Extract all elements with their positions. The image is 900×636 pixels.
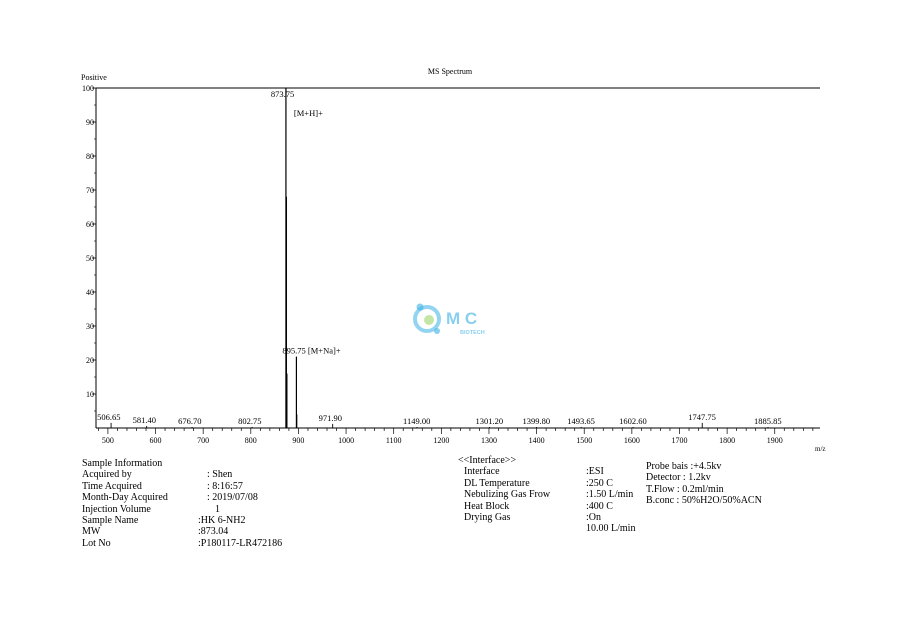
peak-label: 581.40 [133, 415, 156, 425]
sample-info-label: Month-Day Acquired [82, 492, 168, 504]
x-tick-label: 1800 [719, 436, 735, 445]
x-tick-label: 1000 [338, 436, 354, 445]
interface-row: Heat Block :400 C [458, 501, 648, 512]
x-tick-label: 1700 [671, 436, 687, 445]
y-tick-label: 10 [86, 390, 94, 399]
probe-row: Detector : 1.2kv [646, 472, 711, 484]
y-tick-label: 80 [86, 152, 94, 161]
y-tick-label: 30 [86, 322, 94, 331]
chart-title: MS Spectrum [428, 67, 473, 76]
sample-info-row: Injection Volume 1 [82, 504, 342, 515]
sample-info-row: Sample Name :HK 6-NH2 [82, 515, 342, 526]
sample-info-value: : 2019/07/08 [207, 492, 258, 504]
sample-info-value: :HK 6-NH2 [198, 514, 246, 526]
y-tick-label: 90 [86, 118, 94, 127]
interface-value: :On [586, 511, 601, 523]
sample-info-label: Sample Name [82, 514, 139, 526]
logo-ring-icon [413, 305, 441, 333]
sample-info-value: 1 [215, 503, 220, 515]
sample-info-row: Month-Day Acquired : 2019/07/08 [82, 492, 342, 503]
sample-info-value: :873.04 [198, 526, 229, 538]
interface-settings: <<Interface>> Interface :ESI DL Temperat… [458, 455, 648, 535]
x-tick-label: 1200 [433, 436, 449, 445]
y-tick-label: 100 [82, 84, 94, 93]
peak-label: 676.70 [178, 416, 201, 426]
sample-info-row: Acquired by : Shen [82, 469, 342, 480]
peak-label: 1885.85 [754, 416, 782, 426]
interface-label: Drying Gas [464, 511, 511, 523]
sample-info-label: Acquired by [82, 469, 132, 481]
interface-row: Interface :ESI [458, 466, 648, 477]
y-tick-label: 20 [86, 356, 94, 365]
x-tick-label: 700 [197, 436, 209, 445]
ms-spectrum-chart: MS Spectrum Positive 1020304050607080901… [81, 67, 826, 453]
peak-label: 1493.65 [567, 416, 595, 426]
interface-label: Interface [464, 466, 500, 478]
sample-info-row: Lot No :P180117-LR472186 [82, 538, 342, 549]
y-tick-label: 50 [86, 254, 94, 263]
axes: 10 20 30 40 50 60 70 80 90 100 500 600 700 800 900 1000… [82, 84, 820, 445]
sample-info-heading: Sample Information [82, 458, 163, 469]
interface-row: DL Temperature :250 C [458, 478, 648, 489]
interface-value: :ESI [586, 466, 604, 478]
y-tick-label: 60 [86, 220, 94, 229]
interface-value: :1.50 L/min [586, 489, 634, 501]
peak-annotation: [M+H]+ [294, 108, 323, 118]
y-tick-label: 70 [86, 186, 94, 195]
logo-subtext: BIOTECH [460, 330, 485, 336]
peak-labels: 506.65 581.40 676.70 802.75 873.75[M+H]+ 895.… [97, 89, 782, 426]
interface-label: Nebulizing Gas Frow [464, 489, 551, 501]
probe-row: B.conc : 50%H2O/50%ACN [646, 495, 762, 507]
sample-info-row: Time Acquired : 8:16:57 [82, 481, 342, 492]
peak-label: 971.90 [319, 413, 342, 423]
probe-settings: Probe bais :+4.5kv Detector : 1.2kv T.Fl… [646, 461, 806, 507]
peak-label: 1747.75 [688, 412, 716, 422]
interface-value: :250 C [586, 477, 613, 489]
x-axis-label: m/z [815, 445, 826, 453]
peak-label: 1399.80 [522, 416, 550, 426]
sample-info-label: Time Acquired [82, 480, 142, 492]
interface-heading: <<Interface>> [458, 455, 517, 466]
interface-value: 10.00 L/min [586, 523, 636, 535]
y-tick-label: 40 [86, 288, 94, 297]
x-tick-label: 600 [150, 436, 162, 445]
interface-row: Drying Gas :On [458, 512, 648, 523]
sample-information: Sample Information Acquired by : Shen Ti… [82, 458, 342, 549]
x-tick-label: 1400 [529, 436, 545, 445]
peak-label: 802.75 [238, 416, 261, 426]
x-tick-label: 1300 [481, 436, 497, 445]
sample-info-label: MW [82, 526, 101, 538]
peak-label: 1149.00 [403, 416, 430, 426]
interface-value: :400 C [586, 500, 613, 512]
x-tick-label: 500 [102, 436, 114, 445]
peak-label: 873.75 [271, 89, 294, 99]
interface-label: DL Temperature [464, 477, 530, 489]
interface-row: Nebulizing Gas Frow :1.50 L/min [458, 489, 648, 500]
probe-row: T.Flow : 0.2ml/min [646, 483, 724, 495]
interface-label: Heat Block [464, 500, 510, 512]
peak-label: 1602.60 [619, 416, 647, 426]
sample-info-value: : 8:16:57 [207, 480, 243, 492]
sample-info-value: :P180117-LR472186 [198, 537, 283, 549]
x-tick-label: 1500 [576, 436, 592, 445]
watermark-logo: M C BIOTECH [413, 303, 485, 336]
sample-info-label: Lot No [82, 537, 111, 549]
sample-info-label: Injection Volume [82, 503, 151, 515]
interface-row: 10.00 L/min [458, 523, 648, 534]
x-tick-label: 900 [292, 436, 304, 445]
x-tick-label: 800 [245, 436, 257, 445]
sample-info-row: MW :873.04 [82, 526, 342, 537]
x-tick-label: 1600 [624, 436, 640, 445]
probe-row: Probe bais :+4.5kv [646, 461, 722, 472]
spectrum-peaks [110, 88, 769, 428]
sample-info-value: : Shen [207, 469, 233, 481]
logo-text: M C [446, 309, 477, 328]
x-tick-label: 1100 [386, 436, 402, 445]
peak-label: 895.75 [M+Na]+ [282, 346, 340, 356]
x-tick-label: 1900 [767, 436, 783, 445]
peak-label: 1301.20 [476, 416, 504, 426]
peak-label: 506.65 [97, 412, 120, 422]
polarity-label: Positive [81, 73, 107, 82]
